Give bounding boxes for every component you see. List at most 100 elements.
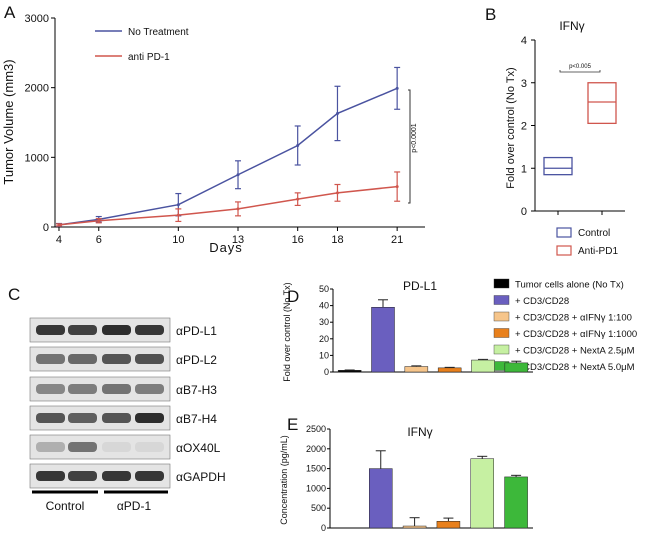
chart-e-bar-4 (470, 458, 494, 529)
chart-d-bar-5 (504, 362, 529, 373)
chart-b-ytick-label: 0 (521, 206, 527, 218)
chart-a-xtick-label: 6 (96, 234, 102, 246)
chart-d-bar-2 (404, 366, 429, 373)
legend-label-de-2: + CD3/CD28 + αIFNγ 1:100 (515, 313, 632, 324)
chart-a-point (57, 223, 61, 227)
chart-a-point (296, 197, 300, 201)
chart-d-bar-4 (471, 359, 495, 373)
legend-label-de-3: + CD3/CD28 + αIFNγ 1:1000 (515, 329, 637, 340)
panel-label-d: D (287, 287, 299, 306)
chart-b-legend: Control Anti-PD1 (556, 227, 618, 257)
chart-a-point (176, 213, 180, 217)
western-band (68, 471, 97, 481)
panel-label-e: E (287, 415, 298, 434)
chart-a-point (335, 191, 339, 195)
panel-label-b: B (485, 5, 496, 24)
western-group-label-control: Control (46, 499, 85, 513)
legend-swatch-de-2 (493, 311, 510, 322)
chart-a-point (395, 86, 399, 90)
chart-d-ytick-label: 40 (319, 301, 329, 311)
western-band (135, 354, 164, 364)
panel-label-c: C (8, 285, 20, 304)
legend-swatch-anti-pd1-box (556, 245, 572, 256)
chart-e-ytick-label: 0 (321, 523, 326, 533)
western-band (36, 442, 65, 452)
chart-b-ytick-label: 4 (521, 35, 527, 47)
chart-d-bar-3 (437, 367, 462, 373)
western-band (135, 471, 164, 481)
western-band (68, 442, 97, 452)
chart-b-ylabel: Fold over control (No Tx) (505, 67, 517, 188)
legend-swatch-de-3 (493, 328, 510, 338)
western-band (102, 354, 131, 364)
chart-b-title: IFNγ (559, 19, 584, 33)
chart-a-ylabel: Tumor Volume (mm3) (1, 59, 16, 184)
legend-label-anti-pd1-box: Anti-PD1 (578, 246, 618, 257)
chart-b: IFNγ Fold over control (No Tx) p<0.005 C… (505, 19, 625, 257)
western-label: αPD-L1 (176, 324, 217, 338)
legend-label-control: Control (578, 228, 610, 239)
chart-a-ytick-label: 3000 (25, 13, 49, 25)
legend-swatch-de-4 (493, 344, 510, 355)
legend-label-anti-pd1: anti PD-1 (128, 52, 170, 63)
chart-e-ytick-label: 1500 (306, 464, 326, 474)
western-label: αPD-L2 (176, 353, 217, 367)
chart-e-ytick-label: 500 (311, 503, 326, 513)
western-band (102, 471, 131, 481)
chart-d: PD-L1 Fold over control (No Tx) Tumor ce… (282, 278, 637, 382)
panel-label-a: A (4, 3, 16, 22)
western-band (68, 325, 97, 335)
western-band (102, 325, 131, 335)
chart-d-ytick-label: 20 (319, 334, 329, 344)
western-band (36, 413, 65, 423)
western-band (102, 413, 131, 423)
chart-b-significance-bracket (559, 70, 601, 73)
western-group-apd1: αPD-1 (104, 490, 168, 513)
western-label: αOX40L (176, 441, 221, 455)
chart-e-ytick-label: 2000 (306, 444, 326, 454)
western-blot: Control αPD-1 αPD-L1 αPD-L2 αB7-H3 αB7-H4 αO… (29, 317, 226, 513)
chart-a-point (335, 111, 339, 115)
chart-a: Tumor Volume (mm3) Days No Treatment ant… (1, 13, 425, 255)
chart-a-ytick-label: 1000 (25, 152, 49, 164)
chart-d-bar-1 (371, 307, 395, 373)
chart-e-ylabel: Concentration (pg/mL) (279, 435, 289, 525)
legend-swatch-de-0 (493, 278, 510, 289)
western-band (135, 325, 164, 335)
chart-b-ytick-label: 2 (521, 121, 527, 133)
chart-b-ytick-label: 3 (521, 78, 527, 90)
chart-d-ytick-label: 10 (319, 350, 329, 360)
western-band (68, 384, 97, 394)
western-group-label-apd1: αPD-1 (117, 499, 152, 513)
legend-label-de-5: + CD3/CD28 + NextA 5.0μM (515, 362, 635, 373)
western-band (36, 471, 65, 481)
western-label: αB7-H4 (176, 412, 217, 426)
chart-a-ytick-label: 2000 (25, 83, 49, 95)
chart-a-point (236, 173, 240, 177)
chart-b-ytick-label: 1 (521, 163, 527, 175)
chart-a-xtick-label: 18 (331, 234, 343, 246)
western-band (36, 384, 65, 394)
chart-b-annotation: p<0.005 (569, 64, 592, 70)
western-band (102, 384, 131, 394)
chart-a-series-line-0 (58, 87, 398, 226)
chart-a-xtick-label: 4 (56, 234, 62, 246)
chart-d-ytick-label: 50 (319, 284, 329, 294)
chart-b-box-1 (587, 82, 617, 125)
western-label: αB7-H3 (176, 383, 217, 397)
chart-a-point (97, 219, 101, 223)
legend-swatch-control (556, 227, 572, 238)
chart-e: IFNγ Concentration (pg/mL) 0 500 1000 1500 2… (279, 424, 533, 533)
chart-a-xlabel: Days (209, 240, 243, 255)
western-band (36, 354, 65, 364)
western-group-control: Control (32, 490, 98, 513)
legend-label-de-1: + CD3/CD28 (515, 296, 569, 307)
chart-a-ytick-label: 0 (43, 222, 49, 234)
chart-d-ytick-label: 0 (324, 367, 329, 377)
chart-d-title: PD-L1 (403, 279, 437, 293)
chart-a-point (296, 143, 300, 147)
legend-label-de-0: Tumor cells alone (No Tx) (515, 280, 624, 291)
western-band (135, 413, 164, 423)
chart-a-xtick-label: 10 (172, 234, 184, 246)
